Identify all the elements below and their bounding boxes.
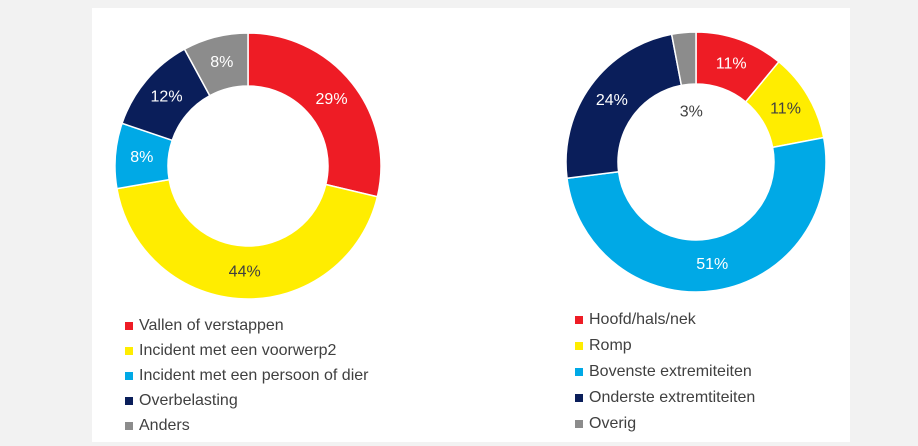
data-label: 11% <box>716 55 747 72</box>
donut-slice <box>566 136 827 293</box>
data-label: 44% <box>229 264 261 281</box>
data-label: 24% <box>596 92 628 109</box>
legend-label: Onderste extremtiteiten <box>589 389 755 406</box>
legend-swatch <box>575 394 583 402</box>
legend-swatch <box>125 347 133 355</box>
legend-swatch <box>575 316 583 324</box>
data-label: 3% <box>680 103 703 120</box>
donut-slice <box>183 32 249 97</box>
legend-swatch <box>125 372 133 380</box>
data-label: 12% <box>151 89 183 106</box>
legend-label: Overig <box>589 415 636 432</box>
legend-label: Anders <box>139 417 190 434</box>
legend-swatch <box>125 397 133 405</box>
legend-label: Overbelasting <box>139 392 238 409</box>
data-label: 8% <box>210 54 233 71</box>
legend-label: Bovenste extremiteiten <box>589 363 752 380</box>
data-label: 8% <box>130 149 153 166</box>
legend-label: Incident met een voorwerp2 <box>139 342 337 359</box>
data-label: 29% <box>316 91 348 108</box>
data-label: 11% <box>770 100 801 117</box>
legend-label: Hoofd/hals/nek <box>589 311 697 328</box>
donut-slice <box>247 32 382 198</box>
legend-label: Vallen of verstappen <box>139 317 284 334</box>
legend-swatch <box>125 422 133 430</box>
data-label: 51% <box>696 256 728 273</box>
donut-slice <box>565 33 683 180</box>
legend-swatch <box>575 420 583 428</box>
donut-slice <box>116 178 379 300</box>
legend-label: Romp <box>589 337 632 354</box>
legend-swatch <box>575 342 583 350</box>
donut-slice <box>670 31 697 87</box>
legend-label: Incident met een persoon of dier <box>139 367 369 384</box>
legend-swatch <box>575 368 583 376</box>
legend-swatch <box>125 322 133 330</box>
